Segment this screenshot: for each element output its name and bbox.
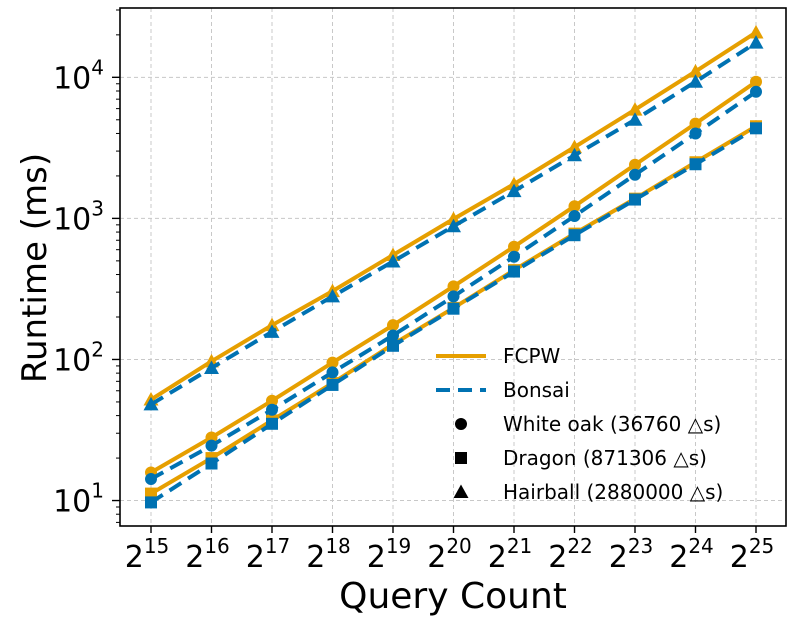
x-tick-label: 216 xyxy=(185,534,230,575)
x-tick-label: 220 xyxy=(427,534,472,575)
data-point xyxy=(204,360,219,374)
data-point xyxy=(205,457,218,470)
axis-ticks xyxy=(112,9,757,533)
series-bonsai-white-oak xyxy=(145,85,762,486)
data-point xyxy=(688,74,703,88)
data-point xyxy=(568,200,581,213)
data-point xyxy=(266,394,278,407)
data-point xyxy=(143,396,159,411)
data-point xyxy=(446,218,461,233)
data-point xyxy=(387,319,399,332)
data-point xyxy=(447,302,460,315)
x-tick-label: 224 xyxy=(669,534,714,575)
legend-entry: Hairball (2880000 △s) xyxy=(453,480,723,504)
series-bonsai-hairball xyxy=(143,35,764,411)
data-point xyxy=(627,102,643,116)
legend-label: FCPW xyxy=(503,344,561,368)
data-point xyxy=(750,85,762,98)
x-tick-label: 223 xyxy=(609,534,654,575)
y-tick-label: 104 xyxy=(53,55,104,96)
data-point xyxy=(145,496,157,509)
series-layer xyxy=(143,24,764,509)
series-bonsai-dragon xyxy=(145,122,762,509)
x-tick-label: 221 xyxy=(488,534,533,575)
y-axis-title: Runtime (ms) xyxy=(15,153,55,383)
x-tick-label: 225 xyxy=(730,534,775,575)
data-point xyxy=(688,63,703,78)
data-point xyxy=(748,24,764,39)
data-point xyxy=(385,253,401,268)
data-point xyxy=(629,168,641,181)
legend-label: White oak (36760 △s) xyxy=(503,412,721,436)
x-tick-label: 222 xyxy=(548,534,593,575)
data-point xyxy=(447,290,460,303)
data-point xyxy=(447,280,460,293)
data-point xyxy=(446,211,461,226)
data-point xyxy=(629,193,641,206)
data-point xyxy=(508,240,520,253)
y-tick-label: 102 xyxy=(53,337,104,378)
data-point xyxy=(508,265,520,278)
legend-label: Bonsai xyxy=(503,378,570,402)
x-tick-label: 218 xyxy=(306,534,351,575)
data-point xyxy=(689,127,702,140)
legend-entry: White oak (36760 △s) xyxy=(455,412,721,436)
data-point xyxy=(326,356,339,369)
x-tick-labels: 215 216 217 218 219 220 221 222 223 224 225 xyxy=(125,534,775,575)
y-tick-labels: 101 102 103 104 xyxy=(53,55,104,519)
data-point xyxy=(264,324,280,338)
data-point xyxy=(387,339,399,352)
legend-entry: Bonsai xyxy=(436,378,570,402)
data-point xyxy=(748,35,764,49)
x-axis-title: Query Count xyxy=(339,576,567,617)
data-point xyxy=(568,209,581,222)
data-point xyxy=(387,329,399,342)
y-tick-label: 103 xyxy=(53,196,104,237)
data-point xyxy=(508,250,520,263)
legend-marker xyxy=(453,484,469,498)
data-point xyxy=(326,378,339,391)
legend-entry: Dragon (871306 △s) xyxy=(455,446,707,470)
data-point xyxy=(325,288,340,303)
data-point xyxy=(326,366,339,379)
legend-entry: FCPW xyxy=(436,344,561,368)
x-tick-label: 217 xyxy=(246,534,291,575)
data-point xyxy=(567,147,582,162)
series-line xyxy=(149,41,758,407)
legend-marker xyxy=(455,452,467,464)
data-point xyxy=(750,75,762,88)
data-point xyxy=(205,439,218,452)
data-point xyxy=(750,122,762,135)
data-point xyxy=(266,403,278,416)
data-point xyxy=(627,112,643,126)
legend-label: Hairball (2880000 △s) xyxy=(503,480,723,504)
data-point xyxy=(689,158,702,171)
data-point xyxy=(145,473,157,486)
data-point xyxy=(568,229,581,242)
data-point xyxy=(629,158,641,171)
legend-label: Dragon (871306 △s) xyxy=(503,446,707,470)
x-tick-label: 219 xyxy=(367,534,412,575)
data-point xyxy=(567,139,582,154)
legend: FCPW Bonsai White oak (36760 △s) Dragon (87… xyxy=(436,344,723,504)
data-point xyxy=(689,117,702,130)
x-tick-label: 215 xyxy=(125,534,170,575)
legend-marker xyxy=(455,418,467,430)
data-point xyxy=(506,183,522,198)
y-tick-label: 101 xyxy=(53,479,104,520)
data-point xyxy=(266,417,278,430)
